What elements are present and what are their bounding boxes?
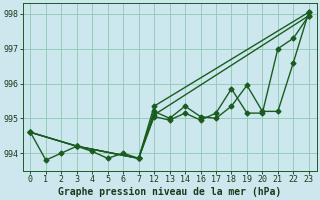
X-axis label: Graphe pression niveau de la mer (hPa): Graphe pression niveau de la mer (hPa) (58, 186, 281, 197)
